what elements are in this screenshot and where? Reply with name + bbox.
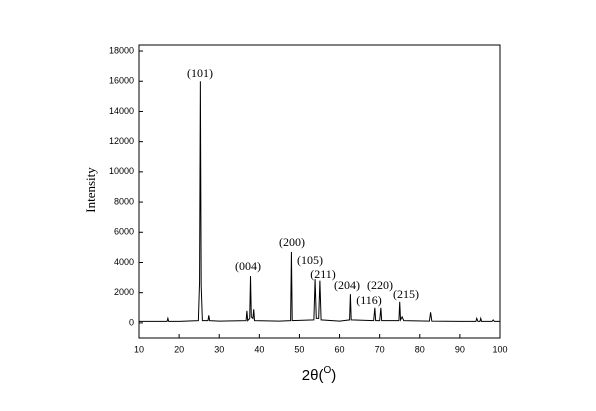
peak-label: (101) — [187, 66, 213, 80]
y-tick-label: 4000 — [114, 257, 134, 267]
y-tick-label: 18000 — [109, 45, 134, 55]
y-tick-label: 0 — [129, 317, 134, 327]
x-tick-label: 80 — [415, 344, 425, 354]
x-label-part: ) — [331, 367, 336, 384]
x-tick-label: 30 — [214, 344, 224, 354]
y-tick-label: 16000 — [109, 76, 134, 86]
peak-label: (004) — [235, 259, 261, 273]
x-label-part: O — [323, 365, 331, 376]
x-label-part: 2θ( — [302, 367, 324, 384]
x-tick-label: 100 — [492, 344, 507, 354]
peak-label: (204) — [334, 278, 360, 292]
x-tick-label: 50 — [294, 344, 304, 354]
x-tick-label: 40 — [254, 344, 264, 354]
spectrum-line — [139, 81, 500, 322]
x-tick-label: 70 — [375, 344, 385, 354]
x-tick-label: 10 — [134, 344, 144, 354]
x-tick-label: 20 — [174, 344, 184, 354]
plot-frame — [138, 44, 501, 339]
peak-label: (211) — [310, 267, 336, 281]
y-axis-label: Intensity — [83, 167, 98, 213]
y-tick-label: 10000 — [109, 166, 134, 176]
peak-label: (105) — [297, 253, 323, 267]
y-tick-label: 14000 — [109, 106, 134, 116]
peak-label: (116) — [356, 293, 382, 307]
peak-label: (215) — [393, 287, 419, 301]
x-tick-label: 90 — [455, 344, 465, 354]
peak-label: (200) — [279, 235, 305, 249]
y-tick-label: 8000 — [114, 196, 134, 206]
x-tick-label: 60 — [335, 344, 345, 354]
y-tick-label: 6000 — [114, 227, 134, 237]
x-axis-label: 2θ(O) — [302, 365, 336, 384]
peak-label: (220) — [367, 278, 393, 292]
y-tick-label: 2000 — [114, 287, 134, 297]
y-tick-label: 12000 — [109, 136, 134, 146]
